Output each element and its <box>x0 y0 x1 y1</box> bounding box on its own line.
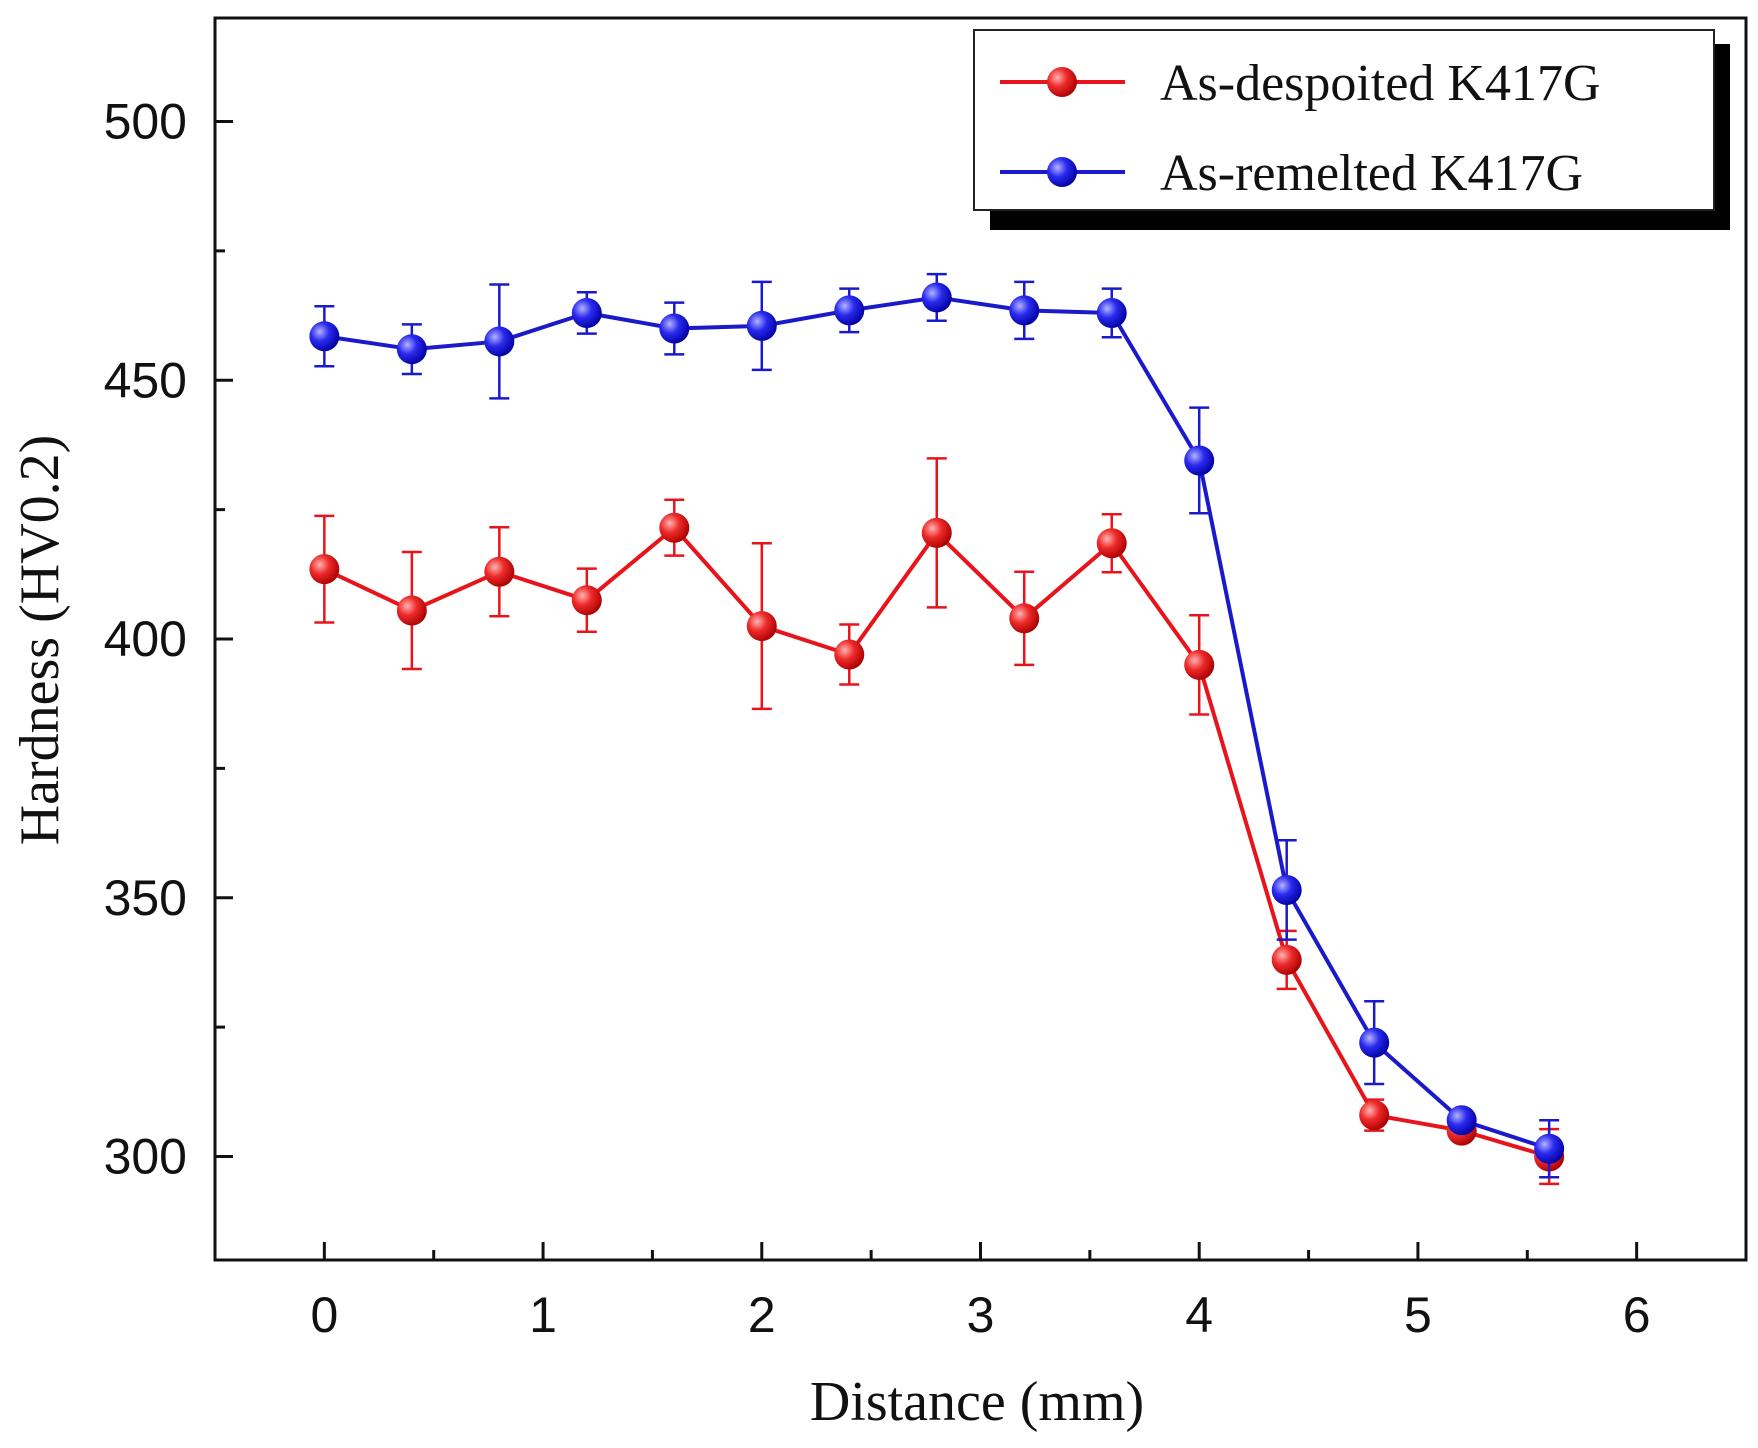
data-point-despoited-10 <box>1184 649 1215 680</box>
data-point-despoited-2 <box>484 556 515 587</box>
data-point-despoited-8 <box>1009 603 1040 634</box>
x-tick-label-5: 5 <box>1404 1287 1432 1343</box>
data-point-remelted-0 <box>309 321 340 352</box>
legend-marker-remelted <box>1047 157 1077 187</box>
series-remelted <box>309 272 1565 1179</box>
y-axis-title: Hardness (HV0.2) <box>9 435 71 846</box>
data-point-despoited-1 <box>396 595 427 626</box>
data-point-despoited-6 <box>834 639 865 670</box>
data-point-despoited-7 <box>921 517 952 548</box>
x-tick-label-2: 2 <box>748 1287 776 1343</box>
data-point-remelted-8 <box>1009 295 1040 326</box>
data-point-despoited-0 <box>309 554 340 585</box>
data-point-despoited-9 <box>1096 528 1127 559</box>
data-point-despoited-11 <box>1271 944 1302 975</box>
y-tick-label-3: 450 <box>104 352 187 408</box>
y-tick-label-0: 300 <box>104 1129 187 1185</box>
series-layer <box>309 272 1565 1186</box>
y-tick-label-4: 500 <box>104 94 187 150</box>
series-despoited <box>309 457 1565 1186</box>
x-tick-label-6: 6 <box>1623 1287 1651 1343</box>
legend: As-despoited K417G As-remelted K417G <box>973 29 1730 230</box>
data-point-remelted-13 <box>1446 1105 1477 1136</box>
data-point-despoited-4 <box>659 512 690 543</box>
data-point-remelted-3 <box>571 297 602 328</box>
y-tick-label-2: 400 <box>104 611 187 667</box>
x-tick-label-0: 0 <box>310 1287 338 1343</box>
legend-marker-despoited <box>1047 67 1077 97</box>
series-line-remelted <box>324 295 1550 1151</box>
data-point-remelted-10 <box>1184 445 1215 476</box>
data-point-remelted-7 <box>921 282 952 313</box>
data-point-despoited-5 <box>746 611 777 642</box>
data-point-despoited-12 <box>1359 1100 1390 1131</box>
x-axis-title: Distance (mm) <box>810 1371 1144 1433</box>
legend-label-despoited: As-despoited K417G <box>1160 55 1601 112</box>
data-point-remelted-11 <box>1271 874 1302 905</box>
series-line-despoited <box>323 525 1550 1159</box>
data-point-remelted-5 <box>746 310 777 341</box>
x-tick-label-3: 3 <box>967 1287 995 1343</box>
x-tick-label-1: 1 <box>529 1287 557 1343</box>
data-point-remelted-14 <box>1534 1133 1565 1164</box>
data-point-despoited-3 <box>571 585 602 616</box>
data-point-remelted-2 <box>484 326 515 357</box>
y-axis-ticks: 300 350 400 450 500 <box>104 94 233 1185</box>
x-tick-label-4: 4 <box>1185 1287 1213 1343</box>
data-point-remelted-9 <box>1096 297 1127 328</box>
data-point-remelted-4 <box>659 313 690 344</box>
legend-label-remelted: As-remelted K417G <box>1160 145 1583 202</box>
x-axis-ticks: 0 1 2 3 4 5 6 <box>310 1242 1651 1343</box>
legend-box <box>973 29 1715 211</box>
data-point-remelted-6 <box>834 295 865 326</box>
y-tick-label-1: 350 <box>104 870 187 926</box>
data-point-remelted-1 <box>396 334 427 365</box>
data-point-remelted-12 <box>1359 1027 1390 1058</box>
